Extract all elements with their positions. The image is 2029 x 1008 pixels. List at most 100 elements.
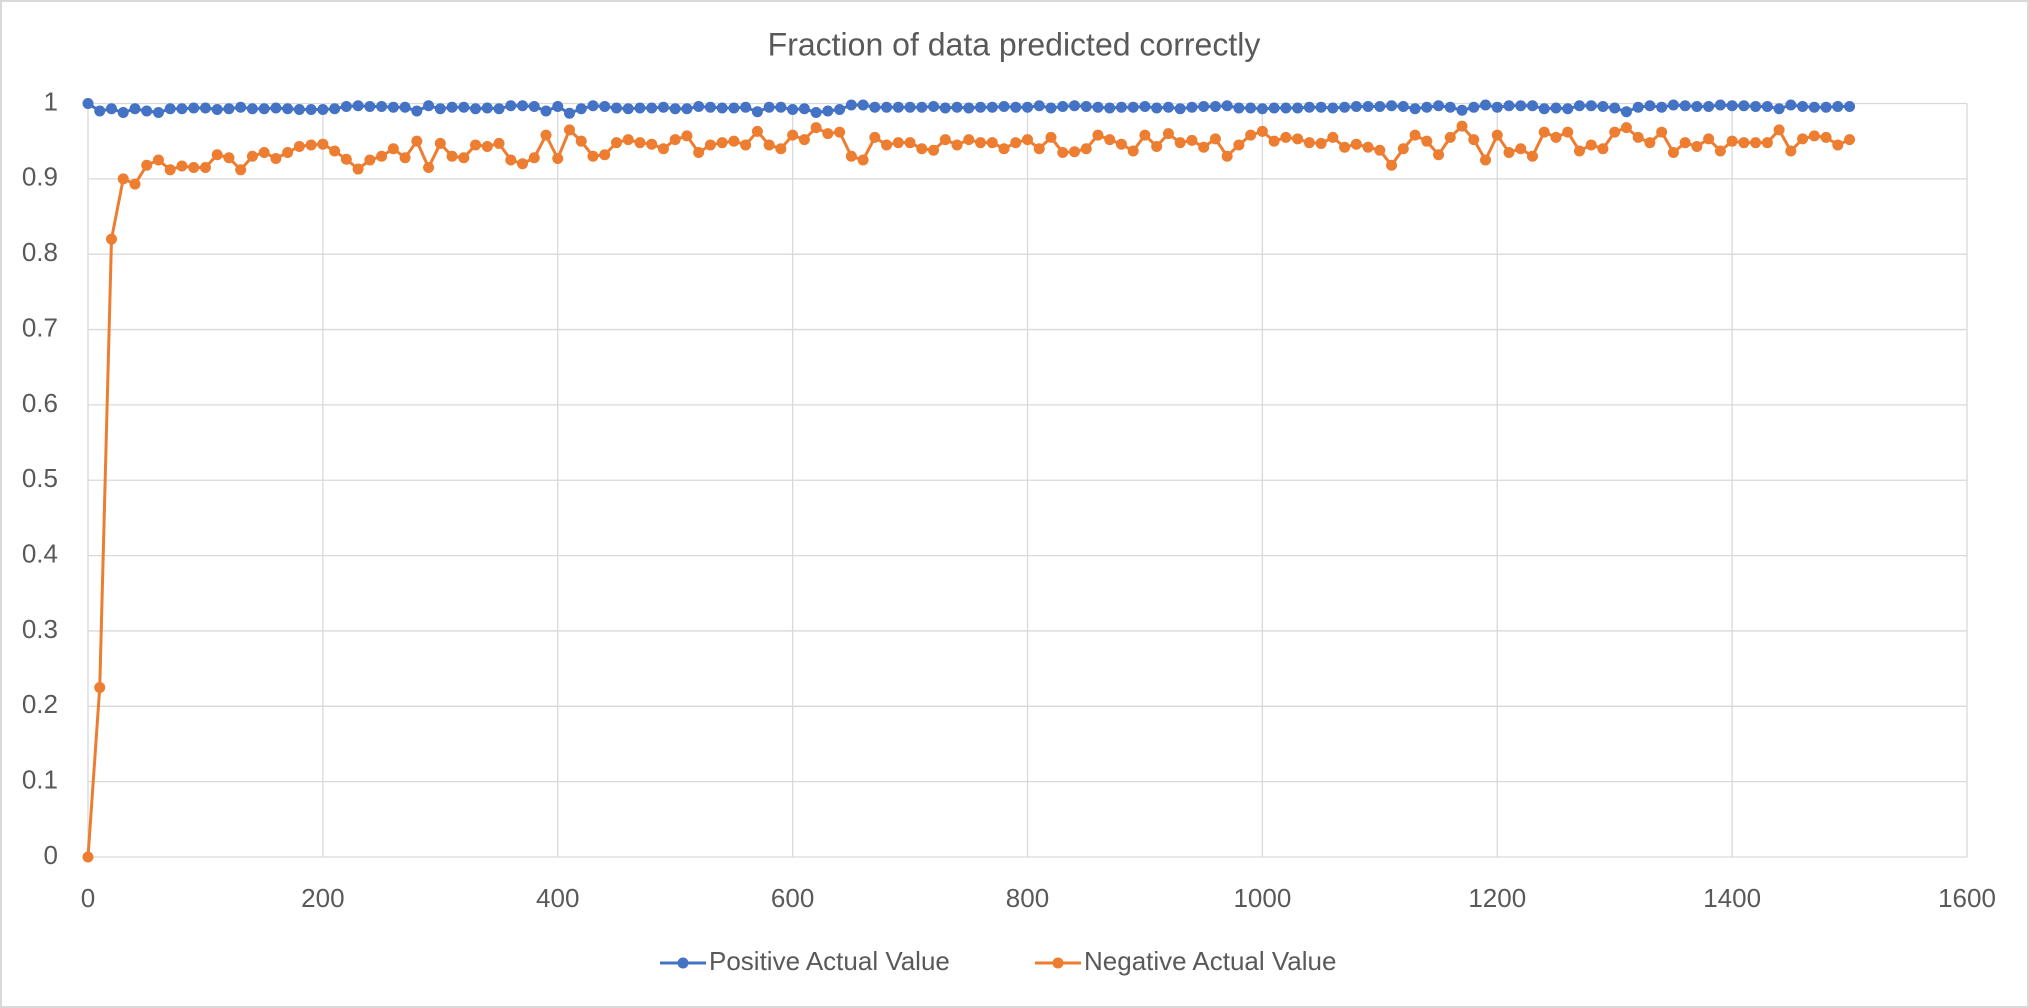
data-point — [235, 164, 247, 176]
data-point — [282, 103, 294, 115]
data-point — [364, 101, 376, 113]
data-point — [1620, 122, 1632, 134]
y-tick-label: 0.8 — [22, 237, 58, 267]
data-point — [364, 154, 376, 166]
data-point — [963, 134, 975, 146]
data-point — [1785, 99, 1797, 111]
data-point — [1151, 102, 1163, 114]
data-point — [740, 101, 752, 113]
data-point — [411, 105, 423, 117]
data-point — [1667, 99, 1679, 111]
data-point — [622, 134, 634, 146]
data-point — [164, 103, 176, 115]
data-point — [434, 137, 446, 149]
data-point — [1738, 137, 1750, 149]
data-point — [1362, 101, 1374, 113]
data-point — [599, 101, 611, 113]
data-point — [693, 146, 705, 158]
data-point — [763, 101, 775, 113]
data-point — [1844, 134, 1856, 146]
data-point — [305, 139, 317, 151]
data-point — [892, 101, 904, 113]
data-point — [1221, 150, 1233, 162]
data-point — [258, 146, 270, 158]
y-tick-label: 0.9 — [22, 162, 58, 192]
x-tick-label: 200 — [301, 883, 344, 913]
data-point — [481, 140, 493, 152]
data-point — [928, 101, 940, 113]
data-point — [199, 162, 211, 174]
data-point — [540, 129, 552, 141]
data-point — [1597, 143, 1609, 155]
data-point — [458, 152, 470, 164]
data-point — [1609, 102, 1621, 114]
data-point — [528, 152, 540, 164]
data-point — [1256, 125, 1268, 137]
data-point — [1245, 102, 1257, 114]
data-point — [1679, 100, 1691, 112]
data-point — [505, 154, 517, 166]
data-point — [704, 101, 716, 113]
data-point — [716, 102, 728, 114]
data-point — [1820, 101, 1832, 113]
data-point — [141, 159, 153, 171]
x-tick-label: 1000 — [1233, 883, 1291, 913]
data-point — [329, 103, 341, 115]
data-point — [352, 163, 364, 175]
data-point — [1080, 143, 1092, 155]
data-point — [1773, 103, 1785, 115]
data-point — [1468, 134, 1480, 146]
data-point — [657, 101, 669, 113]
data-point — [399, 101, 411, 113]
data-point — [1573, 100, 1585, 112]
data-point — [1022, 101, 1033, 113]
data-point — [1162, 101, 1174, 113]
data-point — [563, 107, 575, 119]
data-point — [751, 106, 763, 118]
data-point — [1174, 137, 1186, 149]
data-point — [458, 101, 470, 113]
data-point — [329, 145, 341, 157]
data-point — [1785, 145, 1797, 157]
data-point — [1573, 145, 1585, 157]
data-point — [1714, 145, 1726, 157]
data-point — [1550, 131, 1562, 143]
data-point — [1233, 139, 1245, 151]
data-point — [1315, 101, 1327, 113]
data-point — [1080, 101, 1092, 113]
data-point — [317, 138, 329, 150]
data-point — [387, 101, 399, 113]
data-point — [141, 105, 153, 117]
data-point — [1503, 100, 1515, 112]
data-point — [646, 138, 658, 150]
data-point — [1139, 129, 1151, 141]
data-point — [1303, 101, 1315, 113]
data-point — [481, 102, 493, 114]
data-point — [176, 103, 188, 115]
data-point — [1209, 101, 1221, 113]
data-point — [1245, 129, 1257, 141]
data-point — [1444, 131, 1456, 143]
data-point — [1433, 100, 1445, 112]
data-point — [1162, 128, 1174, 140]
data-point — [669, 103, 681, 115]
legend-label: Positive Actual Value — [709, 946, 950, 976]
data-point — [1315, 137, 1327, 149]
data-point — [446, 101, 458, 113]
data-point — [282, 146, 294, 158]
data-point — [1808, 130, 1820, 142]
data-point — [423, 162, 435, 174]
data-point — [94, 681, 106, 693]
data-point — [951, 101, 963, 113]
data-point — [1198, 141, 1210, 153]
data-point — [517, 158, 529, 170]
data-point — [1280, 102, 1292, 114]
data-point — [117, 107, 129, 119]
data-point — [376, 101, 388, 113]
data-point — [1421, 135, 1433, 147]
data-point — [1268, 135, 1280, 147]
data-point — [1374, 101, 1386, 113]
data-point — [1632, 131, 1644, 143]
y-tick-label: 0.5 — [22, 463, 58, 493]
data-point — [1115, 138, 1127, 150]
